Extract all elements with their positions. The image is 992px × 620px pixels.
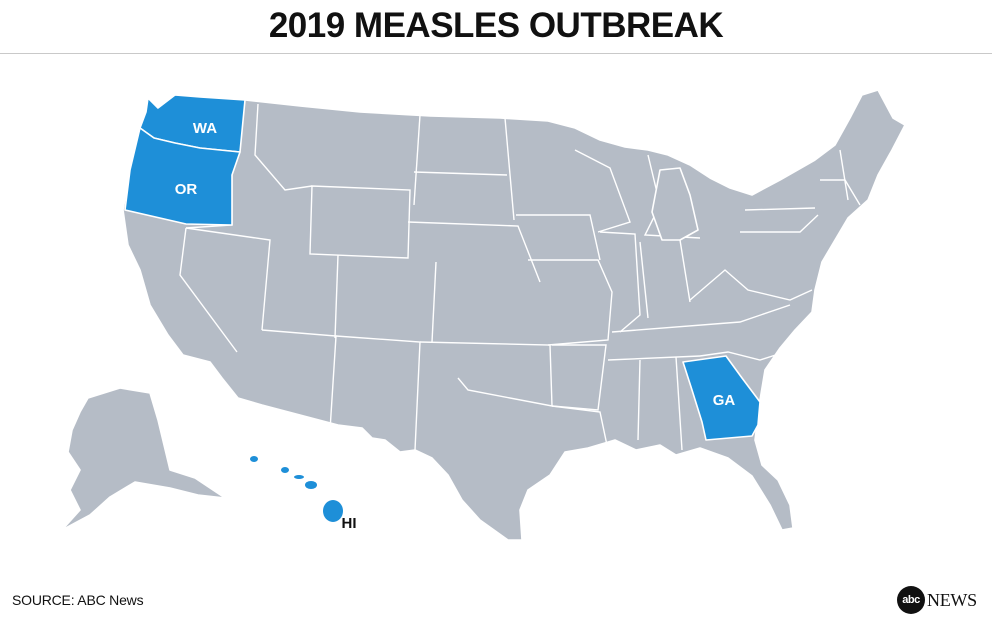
border-in-oh [639,239,691,319]
lower-48-base [122,89,906,541]
border-ca-nv [179,227,238,353]
border-wy [309,185,411,259]
border-new-england [820,149,861,206]
border-ky-tn [611,304,791,333]
abc-news-logo: abc NEWS [897,586,977,614]
hi-island-kauai [250,456,258,462]
label-ga: GA [713,392,736,409]
label-hi: HI [342,515,357,532]
border-mt-dakota [413,114,421,206]
state-contiguous-us [122,89,906,541]
border-il [599,231,641,333]
hi-island-big [323,500,343,522]
state-labels: WA OR GA HI [175,120,736,532]
border-ne-ks [407,221,541,283]
state-ga [682,355,761,441]
border-mo [528,259,613,346]
state-or [124,127,241,226]
border-co-ks [431,261,437,343]
alaska [61,387,226,531]
border-ms-al [637,356,683,451]
state-borders [179,103,861,451]
border-nd-sd [413,171,508,176]
hi-island-molokai [294,475,304,479]
border-nv-ut [185,227,271,331]
border-la [551,405,609,451]
border-ut-co [334,254,339,339]
hi-island-maui [305,481,317,489]
border-wi [574,149,631,233]
michigan-upper [651,167,699,241]
border-pa-ny [740,207,819,233]
border-dakota-mn [504,117,515,221]
border-ia-mn [516,214,601,261]
border-nc-sc [699,351,786,361]
map-title: 2019 MEASLES OUTBREAK [268,6,724,45]
michigan-lower-peninsula [651,167,699,241]
title-divider [0,53,992,54]
abc-logo-mark: abc [897,586,925,614]
source-credit: SOURCE: ABC News [12,592,144,608]
label-or: OR [175,181,198,198]
state-ak [61,387,226,531]
state-hi [250,456,343,522]
border-id-mt [254,103,313,191]
hi-island-oahu [281,467,289,473]
abc-logo-wordmark: NEWS [927,589,977,610]
border-wv-va [689,269,813,301]
border-tn-ms [607,355,701,361]
label-wa: WA [193,120,217,137]
highlighted-states [124,94,761,522]
border-ar-la [551,344,607,411]
